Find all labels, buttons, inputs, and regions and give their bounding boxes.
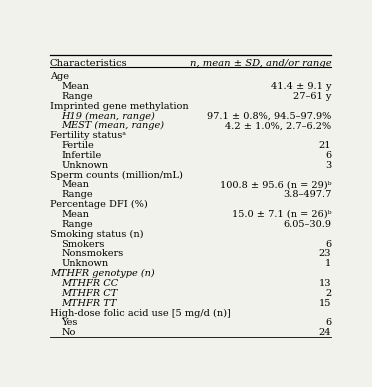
Text: MEST (mean, range): MEST (mean, range) — [61, 122, 164, 130]
Text: 6: 6 — [325, 151, 331, 160]
Text: No: No — [61, 328, 76, 337]
Text: Unknown: Unknown — [61, 259, 109, 268]
Text: 41.4 ± 9.1 y: 41.4 ± 9.1 y — [271, 82, 331, 91]
Text: Unknown: Unknown — [61, 161, 109, 170]
Text: 6: 6 — [325, 318, 331, 327]
Text: Smoking status (n): Smoking status (n) — [50, 229, 144, 239]
Text: Range: Range — [61, 92, 93, 101]
Text: 2: 2 — [325, 289, 331, 298]
Text: Mean: Mean — [61, 210, 89, 219]
Text: Smokers: Smokers — [61, 240, 105, 248]
Text: 21: 21 — [319, 141, 331, 150]
Text: High-dose folic acid use [5 mg/d (n)]: High-dose folic acid use [5 mg/d (n)] — [50, 308, 231, 318]
Text: MTHFR TT: MTHFR TT — [61, 299, 117, 308]
Text: 15: 15 — [319, 299, 331, 308]
Text: Imprinted gene methylation: Imprinted gene methylation — [50, 102, 189, 111]
Text: 6.05–30.9: 6.05–30.9 — [283, 220, 331, 229]
Text: 6: 6 — [325, 240, 331, 248]
Text: Infertile: Infertile — [61, 151, 102, 160]
Text: Fertility statusᵃ: Fertility statusᵃ — [50, 131, 126, 140]
Text: 13: 13 — [319, 279, 331, 288]
Text: Range: Range — [61, 220, 93, 229]
Text: 97.1 ± 0.8%, 94.5–97.9%: 97.1 ± 0.8%, 94.5–97.9% — [207, 111, 331, 120]
Text: 1: 1 — [325, 259, 331, 268]
Text: 4.2 ± 1.0%, 2.7–6.2%: 4.2 ± 1.0%, 2.7–6.2% — [225, 122, 331, 130]
Text: Mean: Mean — [61, 180, 89, 190]
Text: 3.8–497.7: 3.8–497.7 — [283, 190, 331, 199]
Text: Nonsmokers: Nonsmokers — [61, 249, 124, 259]
Text: 27–61 y: 27–61 y — [293, 92, 331, 101]
Text: MTHFR CC: MTHFR CC — [61, 279, 119, 288]
Text: Mean: Mean — [61, 82, 89, 91]
Text: 100.8 ± 95.6 (n = 29)ᵇ: 100.8 ± 95.6 (n = 29)ᵇ — [220, 180, 331, 190]
Text: 24: 24 — [319, 328, 331, 337]
Text: Yes: Yes — [61, 318, 78, 327]
Text: Fertile: Fertile — [61, 141, 94, 150]
Text: Sperm counts (million/mL): Sperm counts (million/mL) — [50, 171, 183, 180]
Text: 3: 3 — [325, 161, 331, 170]
Text: Range: Range — [61, 190, 93, 199]
Text: MTHFR genotype (n): MTHFR genotype (n) — [50, 269, 155, 278]
Text: Characteristics: Characteristics — [50, 59, 128, 68]
Text: 23: 23 — [319, 249, 331, 259]
Text: MTHFR CT: MTHFR CT — [61, 289, 118, 298]
Text: 15.0 ± 7.1 (n = 26)ᵇ: 15.0 ± 7.1 (n = 26)ᵇ — [232, 210, 331, 219]
Text: n, mean ± SD, and/or range: n, mean ± SD, and/or range — [190, 59, 331, 68]
Text: Percentage DFI (%): Percentage DFI (%) — [50, 200, 148, 209]
Text: Age: Age — [50, 72, 69, 81]
Text: H19 (mean, range): H19 (mean, range) — [61, 111, 155, 121]
